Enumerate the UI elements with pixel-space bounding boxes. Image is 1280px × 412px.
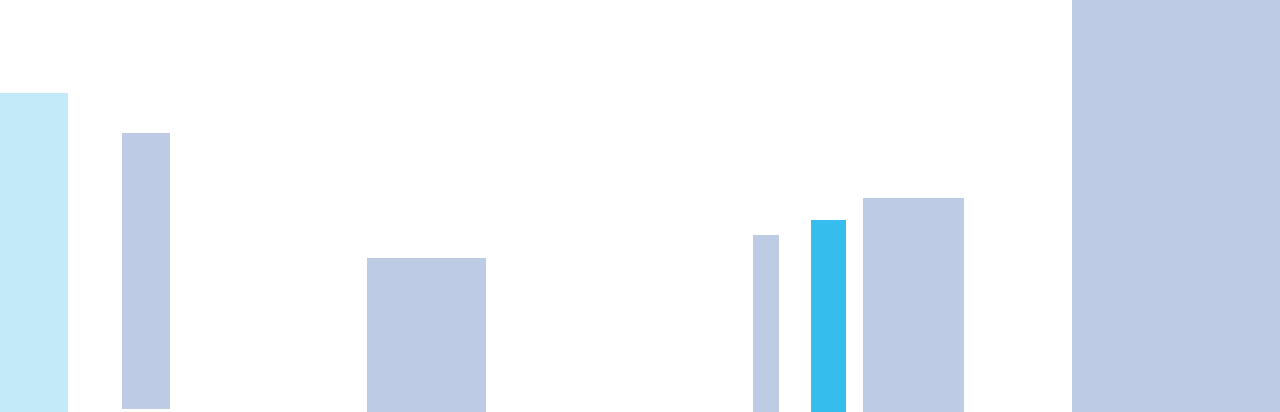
block-2 — [122, 133, 170, 409]
block-7 — [1072, 0, 1280, 412]
block-4 — [753, 235, 779, 412]
block-1 — [0, 93, 68, 412]
block-3 — [367, 258, 486, 412]
block-6 — [863, 198, 964, 412]
block-5 — [811, 220, 846, 412]
